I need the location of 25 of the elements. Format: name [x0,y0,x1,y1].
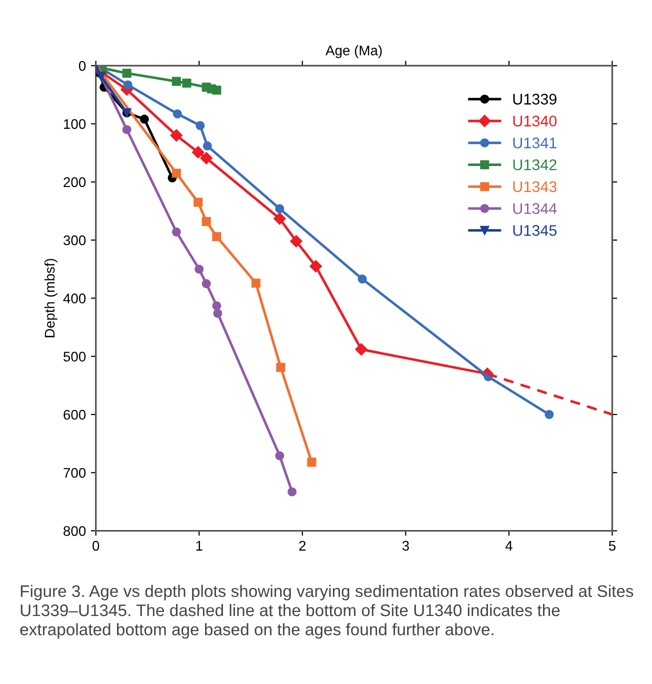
y-tick-label: 600 [64,410,86,420]
y-tick-label: 700 [64,468,86,478]
y-tick-label: 800 [64,526,86,536]
x-tick-label: 5 [608,541,616,551]
y-tick-label: 300 [63,235,86,246]
x-tick-label: 4 [505,541,512,551]
x-tick-label: 0 [92,540,100,551]
y-axis-title: Depth (mbsf) [44,258,58,338]
legend-label: U1345 [513,225,557,236]
legend-label: U1340 [513,116,557,126]
x-tick-label: 2 [299,540,306,551]
x-tick-label: 3 [402,540,409,551]
x-axis-title: Age (Ma) [326,45,382,58]
y-tick-label: 500 [64,352,86,362]
y-tick-label: 400 [63,294,86,304]
legend-label: U1343 [513,181,556,192]
legend-label: U1341 [513,138,556,148]
legend-label: U1344 [513,203,557,214]
y-tick-label: 200 [64,177,86,188]
y-tick-label: 0 [78,61,86,71]
legend-label: U1342 [513,159,556,170]
y-tick-label: 100 [64,119,86,129]
caption: Figure 3. Age vs depth plots showing varying sedimentation rates observed at Sites U1339–U1345. The dashed line at the bottom of Site U1340 indicates the extrapolated bottom age based on the ages found further above. [20,584,634,639]
legend-label: U1339 [513,94,556,105]
x-tick-label: 1 [196,541,202,551]
